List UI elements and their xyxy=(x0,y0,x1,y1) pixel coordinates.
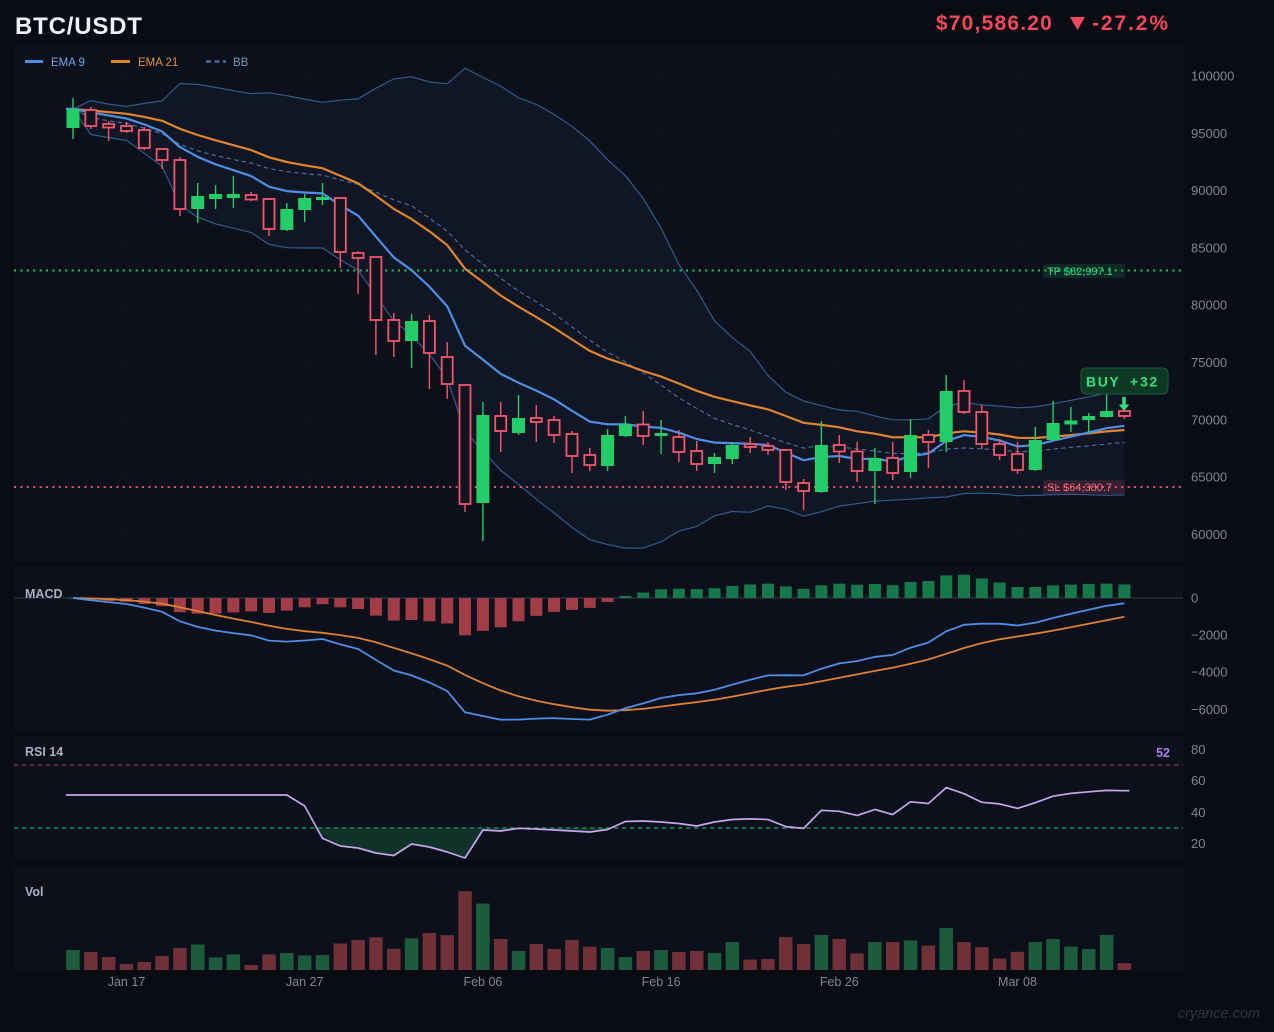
svg-text:85000: 85000 xyxy=(1191,240,1227,255)
svg-text:−4000: −4000 xyxy=(1191,665,1228,680)
svg-text:SL $64,380.7: SL $64,380.7 xyxy=(1047,482,1112,494)
svg-text:−2000: −2000 xyxy=(1191,628,1228,643)
svg-text:52: 52 xyxy=(1156,746,1170,760)
svg-text:BTC/USDT: BTC/USDT xyxy=(15,13,143,40)
svg-text:cryance.com: cryance.com xyxy=(1178,1006,1260,1022)
svg-text:60: 60 xyxy=(1191,773,1205,788)
svg-text:60000: 60000 xyxy=(1191,527,1227,542)
svg-text:BUY: BUY xyxy=(1086,374,1120,390)
svg-text:95000: 95000 xyxy=(1191,126,1227,141)
svg-text:−6000: −6000 xyxy=(1191,702,1228,717)
svg-text:40: 40 xyxy=(1191,805,1205,820)
svg-text:100000: 100000 xyxy=(1191,69,1234,84)
svg-text:65000: 65000 xyxy=(1191,470,1227,485)
svg-text:+32: +32 xyxy=(1130,374,1159,390)
svg-text:EMA 9: EMA 9 xyxy=(51,57,85,69)
svg-text:Jan 27: Jan 27 xyxy=(286,975,324,989)
svg-text:Feb 06: Feb 06 xyxy=(463,975,502,989)
svg-text:90000: 90000 xyxy=(1191,183,1227,198)
svg-text:75000: 75000 xyxy=(1191,355,1227,370)
svg-text:Feb 16: Feb 16 xyxy=(642,975,681,989)
svg-text:70000: 70000 xyxy=(1191,412,1227,427)
svg-text:Feb 26: Feb 26 xyxy=(820,975,859,989)
svg-text:Vol: Vol xyxy=(25,885,44,899)
svg-text:Mar 08: Mar 08 xyxy=(998,975,1037,989)
svg-text:MACD: MACD xyxy=(25,587,63,601)
svg-text:TP $82,997.1: TP $82,997.1 xyxy=(1047,266,1113,278)
svg-text:20: 20 xyxy=(1191,836,1205,851)
svg-text:$70,586.20: $70,586.20 xyxy=(936,12,1053,35)
svg-text:Jan 17: Jan 17 xyxy=(108,975,146,989)
svg-text:-27.2%: -27.2% xyxy=(1092,12,1170,35)
svg-text:EMA 21: EMA 21 xyxy=(138,57,178,69)
svg-text:0: 0 xyxy=(1191,591,1198,606)
svg-text:80000: 80000 xyxy=(1191,298,1227,313)
svg-text:80: 80 xyxy=(1191,742,1205,757)
svg-text:RSI 14: RSI 14 xyxy=(25,745,63,759)
svg-text:BB: BB xyxy=(233,57,249,69)
